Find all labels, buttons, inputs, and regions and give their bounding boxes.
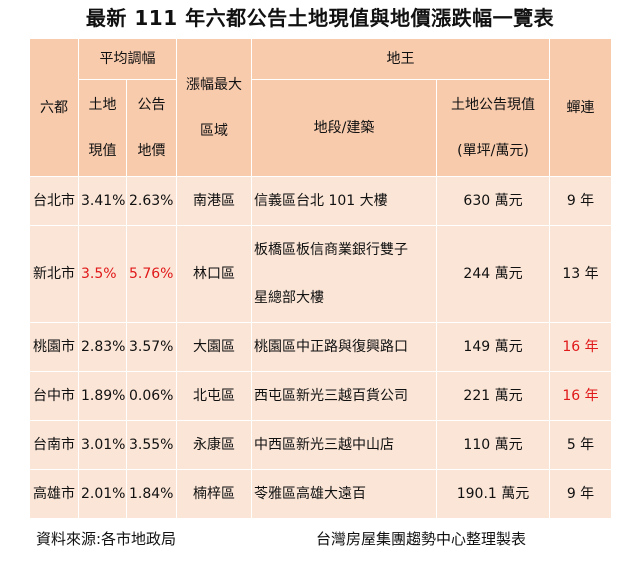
row-land-price: 149 萬元 [436,322,550,372]
header-public-price-line1: 公告 [137,97,166,113]
row-land-section: 桃園區中正路與復興路口 [251,322,437,372]
row-land-section: 中西區新光三越中山店 [251,420,437,470]
row-years: 13 年 [549,225,612,323]
table-row: 高雄市 2.01% 1.84% 楠梓區 苓雅區高雄大遠百 190.1 萬元 9 … [29,469,612,519]
table-body: 台北市 3.41% 2.63% 南港區 信義區台北 101 大樓 630 萬元 … [29,176,612,519]
row-land-section: 西屯區新光三越百貨公司 [251,371,437,421]
header-land-price-line2: (單坪/萬元) [457,143,529,159]
row-public-price: 5.76% [126,225,177,323]
row-public-price: 1.84% [126,469,177,519]
row-public-price: 3.57% [126,322,177,372]
row-public-price: 3.55% [126,420,177,470]
header-land-price-line1: 土地公告現值 [451,97,535,113]
table-row: 新北市 3.5% 5.76% 林口區 板橋區板信商業銀行雙子 星總部大樓 244… [29,225,612,323]
row-max-area: 永康區 [176,420,252,470]
table-row: 台中市 1.89% 0.06% 北屯區 西屯區新光三越百貨公司 221 萬元 1… [29,371,612,421]
header-years: 蟬連 [549,38,612,177]
row-land-value: 2.83% [78,322,127,372]
header-land-price: 土地公告現值 (單坪/萬元) [436,79,550,177]
row-land-value: 3.01% [78,420,127,470]
row-land-section-line1: 板橋區板信商業銀行雙子 [254,242,408,258]
row-max-area: 南港區 [176,176,252,226]
row-max-area: 林口區 [176,225,252,323]
row-land-price: 110 萬元 [436,420,550,470]
row-city: 台中市 [29,371,79,421]
row-years: 5 年 [549,420,612,470]
row-land-section: 信義區台北 101 大樓 [251,176,437,226]
row-max-area: 大園區 [176,322,252,372]
row-years: 9 年 [549,469,612,519]
row-city: 台南市 [29,420,79,470]
row-years: 16 年 [549,371,612,421]
header-land-section: 地段/建築 [251,79,437,177]
source-note: 資料來源:各市地政局 [36,530,177,548]
row-land-price: 190.1 萬元 [436,469,550,519]
row-public-price: 2.63% [126,176,177,226]
header-land-value-line1: 土地 [88,97,117,113]
row-max-area: 楠梓區 [176,469,252,519]
row-city: 台北市 [29,176,79,226]
header-max-area: 漲幅最大 區域 [176,38,252,177]
compiler-note: 台灣房屋集團趨勢中心整理製表 [316,530,527,548]
header-land-value-line2: 現值 [88,143,117,159]
row-public-price: 0.06% [126,371,177,421]
row-land-section-line2: 星總部大樓 [254,290,324,306]
row-years: 9 年 [549,176,612,226]
header-max-area-line2: 區域 [200,122,228,139]
header-land-value: 土地 現值 [78,79,127,177]
table-row: 台北市 3.41% 2.63% 南港區 信義區台北 101 大樓 630 萬元 … [29,176,612,226]
row-land-section: 板橋區板信商業銀行雙子 星總部大樓 [251,225,437,323]
row-max-area: 北屯區 [176,371,252,421]
row-land-section: 苓雅區高雄大遠百 [251,469,437,519]
row-city: 桃園市 [29,322,79,372]
row-land-price: 221 萬元 [436,371,550,421]
header-public-price-line2: 地價 [137,143,166,159]
table-row: 台南市 3.01% 3.55% 永康區 中西區新光三越中山店 110 萬元 5 … [29,420,612,470]
row-years: 16 年 [549,322,612,372]
page-title: 最新 111 年六都公告土地現值與地價漲跌幅一覽表 [85,6,555,30]
table-row: 桃園市 2.83% 3.57% 大園區 桃園區中正路與復興路口 149 萬元 1… [29,322,612,372]
row-land-value: 2.01% [78,469,127,519]
row-land-value: 1.89% [78,371,127,421]
header-avg-change: 平均調幅 [78,38,177,80]
header-city: 六都 [29,38,79,177]
row-land-price: 244 萬元 [436,225,550,323]
row-land-value: 3.41% [78,176,127,226]
row-land-price: 630 萬元 [436,176,550,226]
header-land-king: 地王 [251,38,550,80]
land-price-table: 六都 平均調幅 漲幅最大 區域 地王 蟬連 土地 現值 公告 地價 地段/建築 … [29,38,612,519]
row-land-value: 3.5% [78,225,127,323]
row-city: 新北市 [29,225,79,323]
header-public-price: 公告 地價 [126,79,177,177]
row-city: 高雄市 [29,469,79,519]
header-max-area-line1: 漲幅最大 [186,76,242,93]
table-header: 六都 平均調幅 漲幅最大 區域 地王 蟬連 土地 現值 公告 地價 地段/建築 … [29,38,612,177]
